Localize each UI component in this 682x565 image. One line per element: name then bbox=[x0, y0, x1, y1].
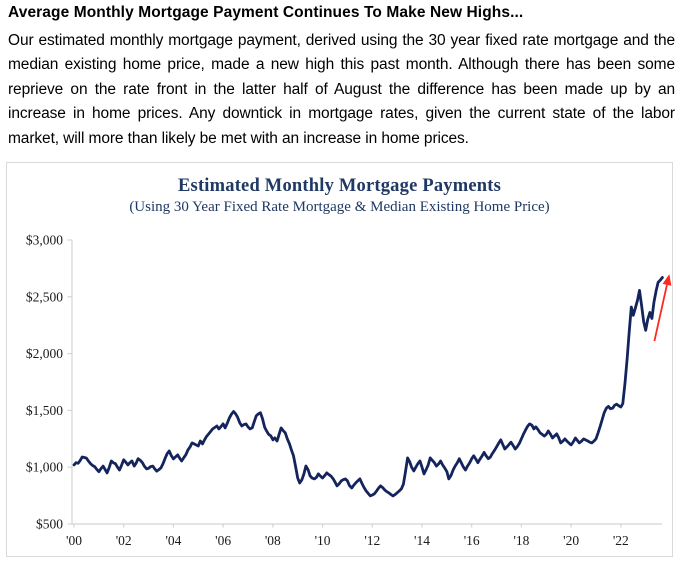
svg-text:'14: '14 bbox=[414, 533, 430, 548]
svg-text:$500: $500 bbox=[36, 517, 63, 532]
article-title: Average Monthly Mortgage Payment Continu… bbox=[8, 4, 524, 21]
svg-text:$1,500: $1,500 bbox=[26, 403, 63, 418]
article-paragraph: Our estimated monthly mortgage payment, … bbox=[8, 32, 675, 147]
payment-line bbox=[72, 276, 664, 498]
mortgage-chart-frame: Estimated Monthly Mortgage Payments (Usi… bbox=[6, 162, 673, 557]
svg-text:'18: '18 bbox=[513, 533, 529, 548]
svg-text:$2,000: $2,000 bbox=[26, 346, 63, 361]
svg-text:$2,500: $2,500 bbox=[26, 289, 63, 304]
svg-text:'02: '02 bbox=[116, 533, 132, 548]
header: Average Monthly Mortgage Payment Continu… bbox=[8, 4, 675, 151]
svg-text:'12: '12 bbox=[364, 533, 380, 548]
svg-text:$3,000: $3,000 bbox=[26, 233, 63, 248]
svg-text:'10: '10 bbox=[315, 533, 331, 548]
chart-subtitle: (Using 30 Year Fixed Rate Mortgage & Med… bbox=[129, 199, 550, 215]
x-axis: '00 '02 '04 '06 '08 '10 '12 '14 '16 '18 '20 '22 bbox=[66, 523, 662, 548]
svg-text:'06: '06 bbox=[215, 533, 231, 548]
svg-text:$1,000: $1,000 bbox=[26, 460, 63, 475]
svg-text:'20: '20 bbox=[563, 533, 579, 548]
svg-text:'16: '16 bbox=[464, 533, 480, 548]
svg-text:'22: '22 bbox=[613, 533, 629, 548]
svg-text:'08: '08 bbox=[265, 533, 281, 548]
svg-text:'04: '04 bbox=[165, 533, 181, 548]
chart-title: Estimated Monthly Mortgage Payments bbox=[178, 176, 501, 196]
up-arrow-annotation-icon bbox=[653, 274, 672, 342]
chart-svg: $500$1,000$1,500$2,000$2,500$3,000 '00'0… bbox=[26, 233, 672, 548]
y-axis: $500 $1,000 $1,500 $2,000 $2,500 $3,000 bbox=[26, 233, 73, 532]
svg-text:'00: '00 bbox=[66, 533, 82, 548]
